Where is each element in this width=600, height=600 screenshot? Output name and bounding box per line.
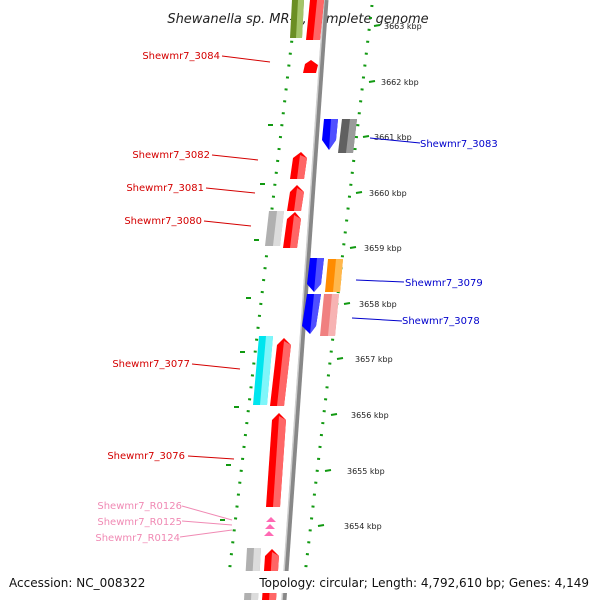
gene-shewmr7-3083-blue[interactable] bbox=[322, 119, 338, 150]
gene-shewmr7-3077-red[interactable] bbox=[270, 338, 291, 406]
rna-label[interactable]: Shewmr7_R0125 bbox=[97, 517, 182, 528]
gene-label[interactable]: Shewmr7_3083 bbox=[420, 139, 498, 150]
gene-shewmr7-3076[interactable] bbox=[266, 413, 286, 507]
gene-label[interactable]: Shewmr7_3084 bbox=[142, 51, 220, 62]
gene-shewmr7-3080-red[interactable] bbox=[283, 212, 301, 248]
ruler-tick: 3654 kbp bbox=[317, 522, 382, 531]
ruler-tick-label: 3659 kbp bbox=[364, 244, 402, 253]
left-dotted-track bbox=[224, 4, 298, 600]
ruler-tick: 3663 kbp bbox=[373, 22, 422, 31]
ruler-tick: 3659 kbp bbox=[349, 244, 402, 253]
right-labels: Shewmr7_3083 Shewmr7_3079 Shewmr7_3078 bbox=[402, 139, 498, 327]
gene-label[interactable]: Shewmr7_3078 bbox=[402, 316, 480, 327]
rna-shewmr7-r0126[interactable] bbox=[266, 517, 276, 522]
gene-shewmr7-3082[interactable] bbox=[290, 152, 307, 179]
ruler-tick-label: 3657 kbp bbox=[355, 355, 393, 364]
gene-label[interactable]: Shewmr7_3082 bbox=[132, 150, 210, 161]
gene-shewmr7-3078-blue[interactable] bbox=[302, 294, 321, 334]
ruler-tick-label: 3663 kbp bbox=[384, 22, 422, 31]
gene-orange[interactable] bbox=[325, 259, 343, 292]
ruler-tick-label: 3660 kbp bbox=[369, 189, 407, 198]
ruler-tick: 3661 kbp bbox=[362, 133, 412, 142]
rna-shewmr7-r0124[interactable] bbox=[264, 531, 274, 536]
genome-backbone bbox=[281, 0, 329, 600]
ruler-tick-label: 3656 kbp bbox=[351, 411, 389, 420]
gene-shewmr7-3080-grey[interactable] bbox=[265, 211, 284, 246]
ruler-tick: 3656 kbp bbox=[330, 411, 389, 420]
accession-text: Accession: NC_008322 bbox=[9, 576, 145, 590]
ruler-tick-label: 3661 kbp bbox=[374, 133, 412, 142]
ruler-tick: 3655 kbp bbox=[324, 467, 385, 476]
gene-shewmr7-3079-blue[interactable] bbox=[307, 258, 324, 292]
gene-label[interactable]: Shewmr7_3079 bbox=[405, 278, 483, 289]
ruler-tick-label: 3662 kbp bbox=[381, 78, 419, 87]
rna-label[interactable]: Shewmr7_R0126 bbox=[97, 501, 182, 512]
ruler-tick-label: 3658 kbp bbox=[359, 300, 397, 309]
feature-olive-top[interactable] bbox=[290, 0, 304, 38]
left-minor-ticks bbox=[220, 124, 273, 521]
gene-shewmr7-3081[interactable] bbox=[287, 185, 304, 211]
ruler-tick-label: 3655 kbp bbox=[347, 467, 385, 476]
callout-lines bbox=[179, 55, 421, 538]
rna-shewmr7-r0125[interactable] bbox=[265, 524, 275, 529]
gene-label[interactable]: Shewmr7_3081 bbox=[126, 183, 204, 194]
feature-red-top[interactable] bbox=[306, 0, 324, 40]
footer-background bbox=[0, 571, 600, 593]
rna-label[interactable]: Shewmr7_R0124 bbox=[95, 533, 180, 544]
gene-shewmr7-3077-cyan[interactable] bbox=[253, 336, 273, 405]
ruler-tick: 3658 kbp bbox=[343, 300, 397, 309]
left-labels: Shewmr7_3084 Shewmr7_3082 Shewmr7_3081 S… bbox=[95, 51, 220, 544]
gene-shewmr7-3084[interactable] bbox=[303, 60, 318, 73]
gene-label[interactable]: Shewmr7_3080 bbox=[124, 216, 202, 227]
ruler-tick: 3657 kbp bbox=[336, 355, 393, 364]
gene-shewmr7-3078-salmon[interactable] bbox=[320, 294, 339, 336]
ruler: 3663 kbp 3662 kbp 3661 kbp 3660 kbp 3659… bbox=[317, 22, 422, 531]
gene-dark-grey[interactable] bbox=[338, 119, 357, 153]
gene-label[interactable]: Shewmr7_3076 bbox=[107, 451, 185, 462]
ruler-tick-label: 3654 kbp bbox=[344, 522, 382, 531]
genome-summary-text: Topology: circular; Length: 4,792,610 bp… bbox=[258, 576, 589, 590]
ruler-tick: 3662 kbp bbox=[368, 78, 419, 87]
gene-label[interactable]: Shewmr7_3077 bbox=[112, 359, 190, 370]
ruler-tick: 3660 kbp bbox=[355, 189, 407, 198]
